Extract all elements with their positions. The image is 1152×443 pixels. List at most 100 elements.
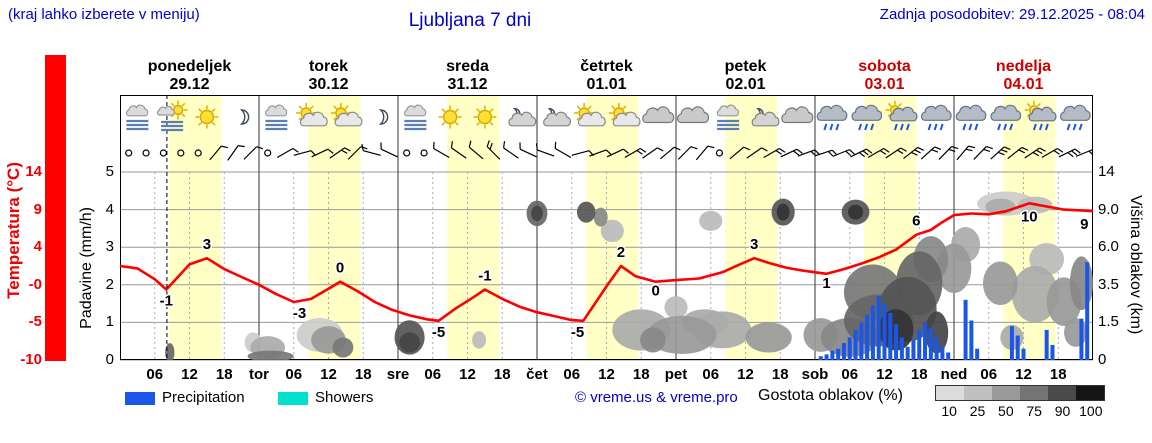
x-tick-label: 12 <box>181 366 198 383</box>
wind-barb-icon <box>1024 147 1046 159</box>
cloud-blob <box>664 296 688 319</box>
precipitation-legend-label: Precipitation <box>162 389 245 406</box>
x-tick-label: 06 <box>146 366 163 383</box>
density-tick-label: 75 <box>1026 403 1042 419</box>
x-tick-label: 18 <box>772 366 789 383</box>
sun-cloud-icon <box>330 103 363 127</box>
day-date: 03.01 <box>864 76 904 93</box>
cloud-blob <box>1064 318 1088 347</box>
temperature-axis-ticks: 14 9 4 -0 -5 -10 <box>14 0 42 443</box>
copyright-link[interactable]: © vreme.us & vreme.pro <box>575 389 738 406</box>
precip-tick-label: 0 <box>105 351 114 368</box>
precip-bar <box>870 305 875 360</box>
precip-bar <box>923 322 928 360</box>
temperature-value-label: -3 <box>293 305 306 322</box>
cloud-tick-label: 0 <box>1098 351 1107 368</box>
precip-bar <box>894 324 899 360</box>
sun-icon <box>438 105 462 129</box>
precip-bar <box>882 303 887 360</box>
precip-bar <box>853 329 858 360</box>
wind-barb-icon <box>797 149 821 157</box>
wind-barb-icon <box>535 143 555 157</box>
cloud-tick-label: 14 <box>1098 163 1115 180</box>
day-name: sobota <box>858 58 911 75</box>
wind-barb-icon <box>468 140 484 160</box>
day-date: 01.01 <box>586 76 626 93</box>
density-tick-label: 90 <box>1054 403 1071 419</box>
precip-bar <box>969 320 974 360</box>
temperature-axis-strip <box>45 55 66 361</box>
precip-bar <box>865 314 870 360</box>
day-name: torek <box>309 58 348 75</box>
cloud-icon <box>676 106 710 124</box>
wind-barb-icon <box>814 149 838 157</box>
precip-bar <box>899 337 904 360</box>
wind-barb-icon <box>903 146 924 160</box>
cloud-icon <box>642 106 675 124</box>
wind-barb-icon <box>1075 149 1093 157</box>
cloud-blob <box>247 350 294 360</box>
rain-icon <box>955 104 987 131</box>
x-tick-label: 12 <box>876 366 893 383</box>
wind-barb-icon <box>763 147 786 159</box>
day-date: 30.12 <box>308 76 348 93</box>
cloud-blob <box>982 261 1018 306</box>
sun-icon <box>195 105 219 129</box>
wind-barb-icon <box>1058 148 1081 158</box>
precip-bar <box>1085 262 1090 360</box>
cloud-blob <box>600 219 624 243</box>
daylight-band <box>447 95 500 360</box>
precipitation-axis-ticks: 5 4 3 2 1 0 <box>96 0 114 443</box>
menu-hint-text: (kraj lahko izberete v meniju) <box>8 6 200 23</box>
day-date: 04.01 <box>1003 76 1043 93</box>
precip-bar <box>818 356 823 360</box>
temperature-value-label: 2 <box>617 244 625 261</box>
x-tick-label: 06 <box>424 366 441 383</box>
x-tick-label: 18 <box>633 366 650 383</box>
density-tick-label: 50 <box>998 403 1014 419</box>
wind-calm-icon <box>420 149 428 157</box>
temperature-value-label: -5 <box>571 324 584 341</box>
precip-bar <box>841 343 846 360</box>
wind-calm-icon <box>125 149 133 157</box>
x-tick-label: 12 <box>737 366 754 383</box>
cloud-blob <box>699 210 723 231</box>
x-tick-label: sre <box>387 366 410 383</box>
cloud-tick-label: 6.0 <box>1098 238 1119 256</box>
last-update-text: Zadnja posodobitev: 29.12.2025 - 08:04 <box>879 6 1145 23</box>
temperature-value-label: 1 <box>822 275 830 292</box>
precip-bar <box>1009 326 1014 360</box>
temperature-value-label: 3 <box>750 236 758 253</box>
cloud-density-scale-ticks: 10 25 50 75 90 100 <box>935 403 1105 419</box>
wind-calm-icon <box>159 149 168 157</box>
fog-icon <box>716 104 740 131</box>
temp-tick-label: -10 <box>20 351 42 368</box>
precip-bar <box>847 337 852 360</box>
wind-barb-icon <box>729 146 751 160</box>
wind-barb-icon <box>519 142 537 158</box>
x-tick-label: 12 <box>598 366 615 383</box>
temperature-value-label: 9 <box>1080 216 1088 233</box>
cloud-blob <box>576 201 596 223</box>
cloud-blob <box>848 204 864 220</box>
precip-tick-label: 4 <box>105 200 114 218</box>
temperature-value-label: -5 <box>432 324 445 341</box>
precip-bar <box>824 354 829 360</box>
precip-tick-label: 3 <box>105 238 114 256</box>
x-tick-label: 12 <box>1015 366 1032 383</box>
precipitation-legend-swatch <box>125 392 155 405</box>
temperature-value-label: 0 <box>336 260 344 277</box>
wind-barb-icon <box>660 146 681 160</box>
day-name: četrtek <box>580 58 633 75</box>
precip-bar <box>1021 348 1026 360</box>
wind-barb-icon <box>486 140 501 160</box>
wind-calm-icon <box>142 149 150 157</box>
page-title: Ljubljana 7 dni <box>408 10 532 31</box>
precip-bar <box>963 299 968 360</box>
x-tick-label: ned <box>941 366 968 383</box>
daylight-band <box>308 95 361 360</box>
wind-barb-icon <box>867 147 890 159</box>
temperature-value-label: 6 <box>912 213 920 230</box>
wind-barb-icon <box>850 148 873 158</box>
